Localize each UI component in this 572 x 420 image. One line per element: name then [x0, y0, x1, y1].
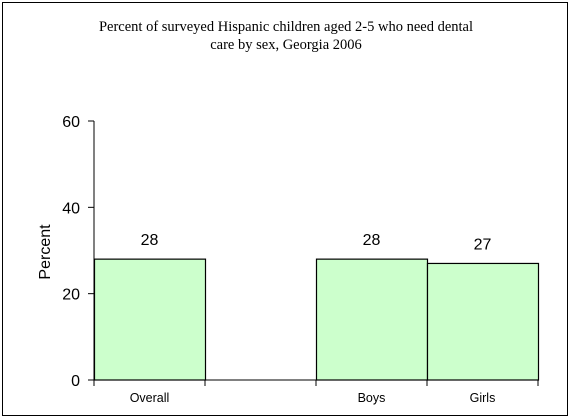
category-label: Girls: [470, 391, 496, 405]
bar: [426, 262, 540, 381]
bar: [93, 258, 207, 381]
y-tick-label: 20: [62, 287, 80, 304]
data-label: 28: [363, 232, 381, 249]
axes: 0 20 40 60 Percent: [37, 114, 539, 390]
labels: 28 Overall 28 Boys 27 Girls: [130, 232, 496, 405]
chart-title-line-1: Percent of surveyed Hispanic children ag…: [98, 19, 474, 35]
y-tick-label: 60: [62, 114, 80, 131]
y-axis-label: Percent: [37, 224, 54, 280]
category-label: Boys: [358, 391, 386, 405]
category-label: Overall: [130, 391, 170, 405]
chart-title-line-2: care by sex, Georgia 2006: [210, 37, 362, 53]
y-tick-label: 0: [71, 373, 80, 390]
chart-title: Percent of surveyed Hispanic children ag…: [0, 18, 572, 54]
y-tick-label: 40: [62, 200, 80, 217]
data-label: 28: [141, 232, 159, 249]
bar: [315, 258, 429, 381]
data-label: 27: [474, 236, 492, 253]
bars: [93, 258, 540, 381]
